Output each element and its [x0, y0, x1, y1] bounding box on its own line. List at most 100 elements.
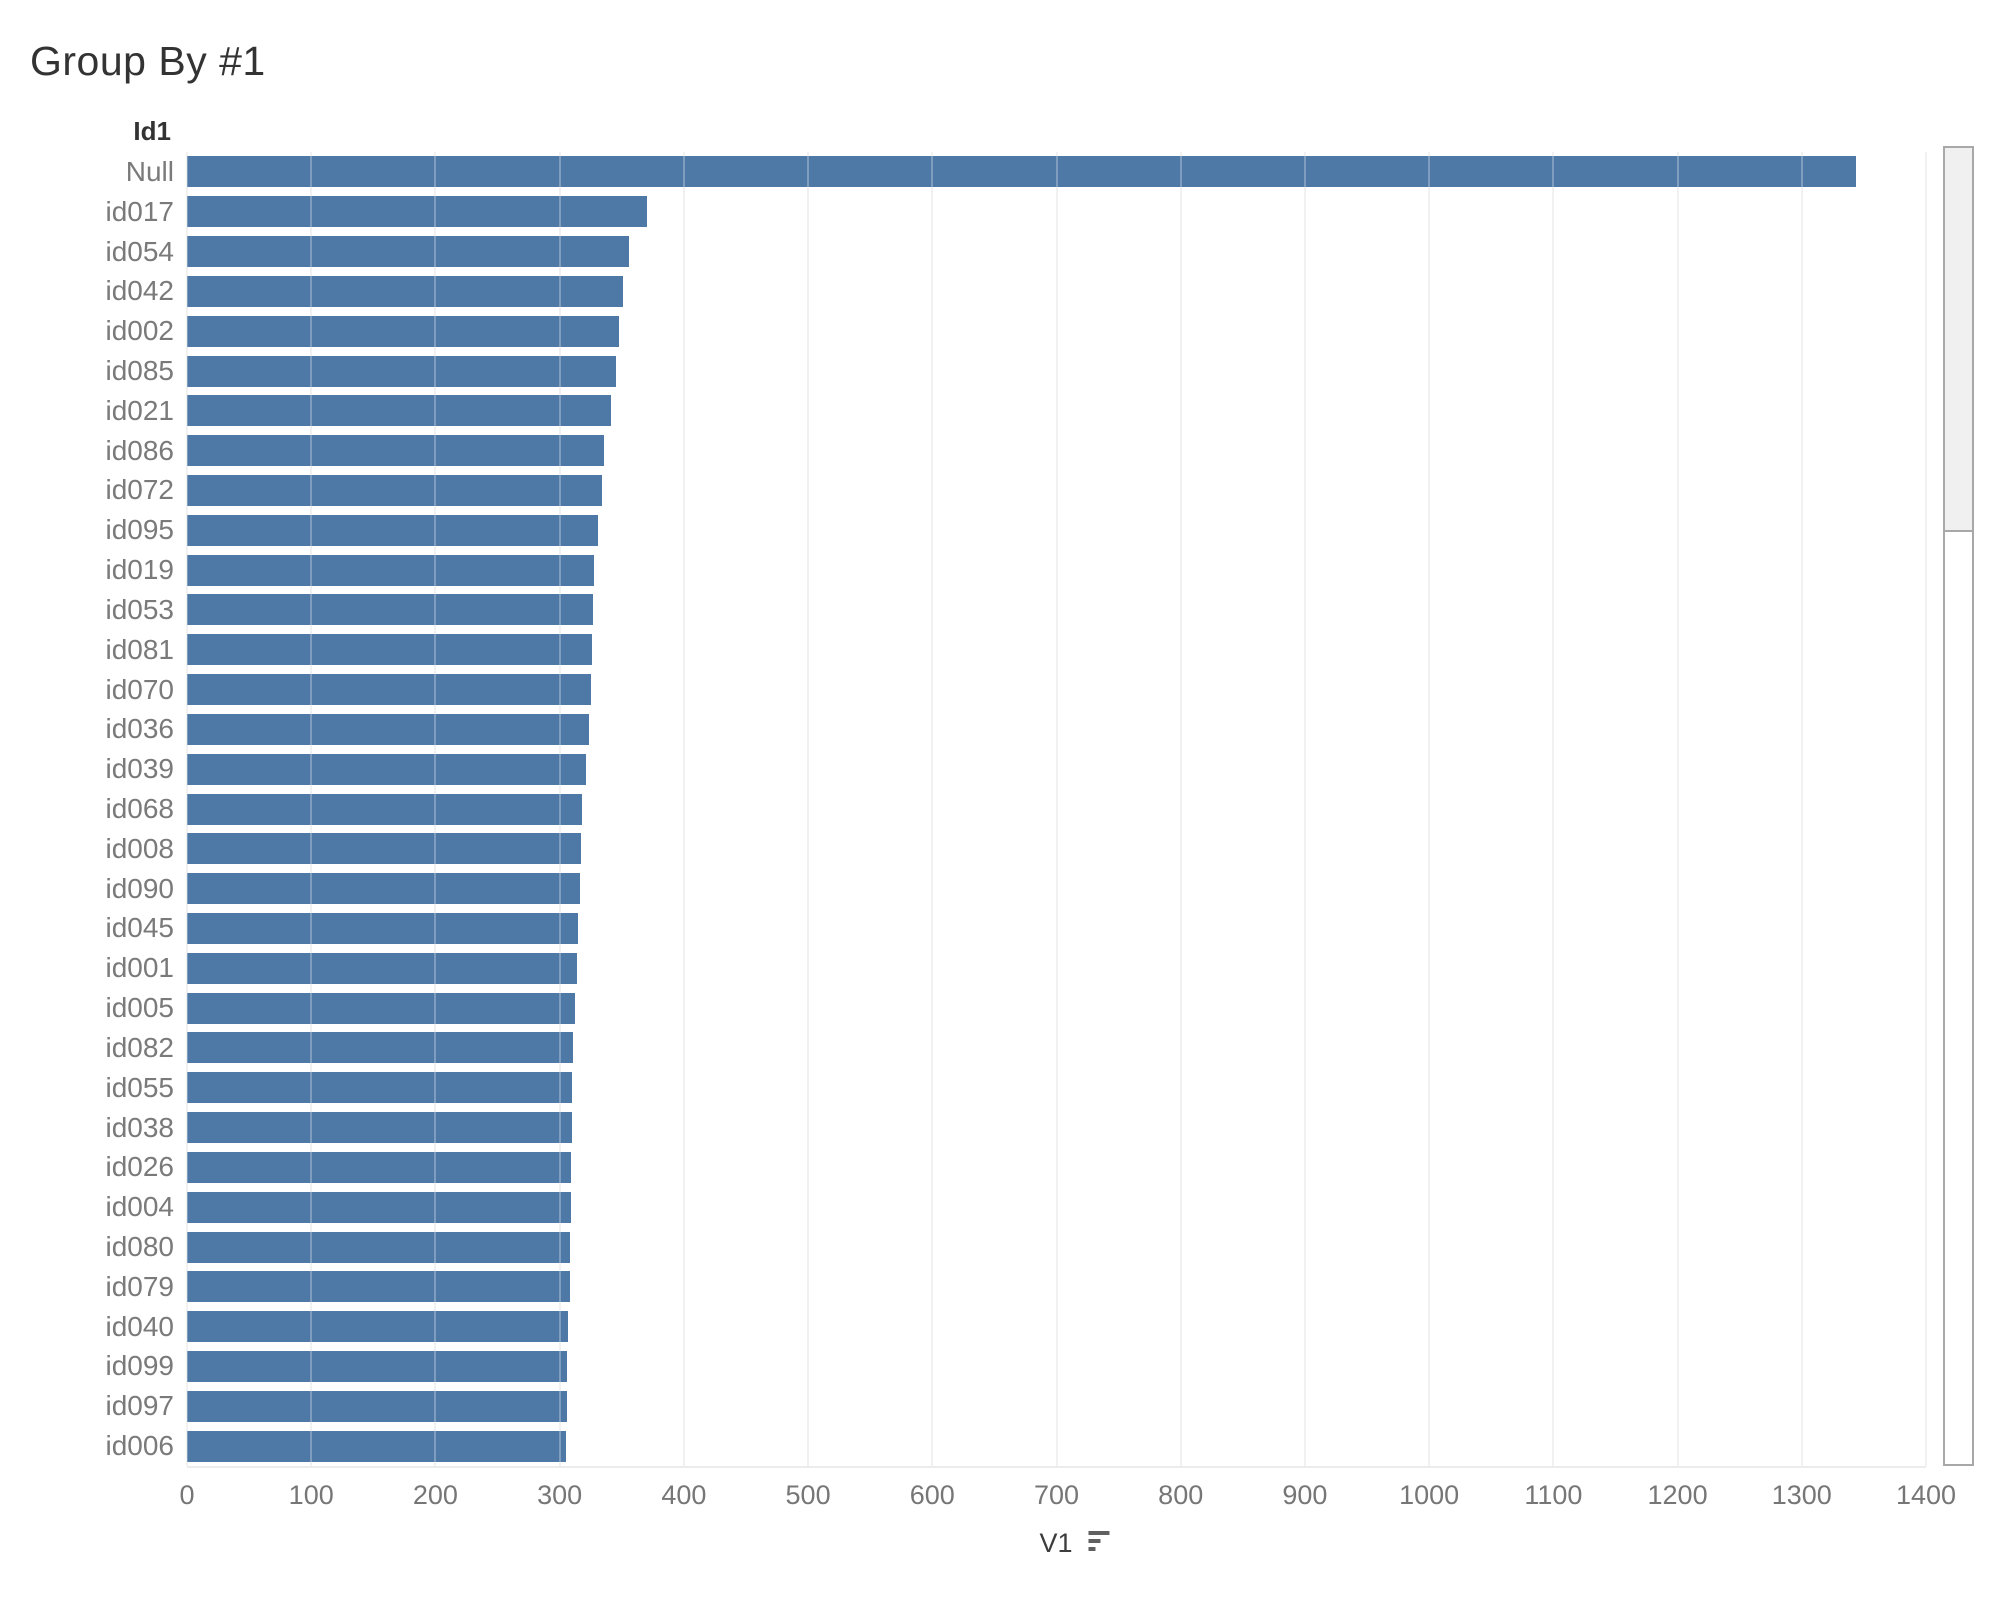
row-label-id004[interactable]: id004 — [105, 1191, 174, 1223]
x-tick-1000: 1000 — [1399, 1480, 1460, 1510]
gridline-500 — [807, 152, 810, 1466]
bar-id072[interactable] — [187, 474, 602, 506]
row-label-id026[interactable]: id026 — [105, 1151, 174, 1183]
x-tick-800: 800 — [1158, 1480, 1204, 1510]
bar-id070[interactable] — [187, 674, 591, 706]
gridline-800 — [1179, 152, 1182, 1466]
row-label-id042[interactable]: id042 — [105, 275, 174, 307]
row-label-id021[interactable]: id021 — [105, 394, 174, 426]
bar-id019[interactable] — [187, 554, 595, 586]
row-label-id085[interactable]: id085 — [105, 354, 174, 386]
bar-id039[interactable] — [187, 753, 586, 785]
row-label-id068[interactable]: id068 — [105, 792, 174, 824]
row-label-id070[interactable]: id070 — [105, 673, 174, 705]
row-label-id019[interactable]: id019 — [105, 554, 174, 586]
row-label-id095[interactable]: id095 — [105, 514, 174, 546]
row-label-id053[interactable]: id053 — [105, 593, 174, 625]
row-label-id079[interactable]: id079 — [105, 1270, 174, 1302]
bar-id097[interactable] — [187, 1390, 568, 1422]
row-label-id099[interactable]: id099 — [105, 1350, 174, 1382]
x-tick-1300: 1300 — [1771, 1480, 1832, 1510]
bar-id001[interactable] — [187, 952, 578, 984]
x-axis-title: V1 — [1039, 1528, 1110, 1559]
row-label-id045[interactable]: id045 — [105, 912, 174, 944]
bar-id068[interactable] — [187, 793, 582, 825]
x-tick-700: 700 — [1033, 1480, 1080, 1510]
row-label-id038[interactable]: id038 — [105, 1111, 174, 1143]
bar-id038[interactable] — [187, 1112, 573, 1144]
x-tick-500: 500 — [785, 1480, 831, 1510]
gridline-1000 — [1428, 152, 1431, 1466]
gridline-overlay-500 — [807, 152, 810, 1466]
vertical-scrollbar[interactable] — [1943, 146, 1974, 1466]
bar-id079[interactable] — [187, 1271, 570, 1303]
gridline-overlay-700 — [1055, 152, 1058, 1466]
row-label-id040[interactable]: id040 — [105, 1310, 174, 1342]
row-label-id005[interactable]: id005 — [105, 992, 174, 1024]
gridline-overlay-1000 — [1428, 152, 1431, 1466]
x-tick-200: 200 — [412, 1480, 458, 1510]
bar-id017[interactable] — [187, 196, 647, 228]
row-label-id086[interactable]: id086 — [105, 434, 174, 466]
x-tick-400: 400 — [661, 1480, 707, 1510]
gridline-1100 — [1552, 152, 1555, 1466]
row-label-id090[interactable]: id090 — [105, 872, 174, 904]
row-label-id097[interactable]: id097 — [105, 1390, 174, 1422]
scrollbar-thumb[interactable] — [1945, 148, 1972, 533]
bar-id021[interactable] — [187, 395, 611, 427]
gridline-400 — [682, 152, 685, 1466]
bar-id008[interactable] — [187, 833, 581, 865]
row-label-id001[interactable]: id001 — [105, 952, 174, 984]
gridline-overlay-400 — [682, 152, 685, 1466]
chart-title: Group By #1 — [30, 38, 266, 84]
row-label-id072[interactable]: id072 — [105, 474, 174, 506]
row-label-id080[interactable]: id080 — [105, 1230, 174, 1262]
gridline-overlay-300 — [558, 152, 561, 1466]
bar-id081[interactable] — [187, 634, 592, 666]
bar-id055[interactable] — [187, 1072, 573, 1104]
gridline-600 — [931, 152, 934, 1466]
row-label-id082[interactable]: id082 — [105, 1031, 174, 1063]
bar-id042[interactable] — [187, 275, 623, 307]
row-label-id002[interactable]: id002 — [105, 315, 174, 347]
bar-id099[interactable] — [187, 1350, 568, 1382]
row-label-id036[interactable]: id036 — [105, 713, 174, 745]
bar-id054[interactable] — [187, 236, 630, 268]
row-label-id055[interactable]: id055 — [105, 1071, 174, 1103]
row-label-id054[interactable]: id054 — [105, 235, 174, 267]
bar-id045[interactable] — [187, 912, 579, 944]
gridline-overlay-1400 — [1925, 152, 1927, 1466]
x-tick-100: 100 — [288, 1480, 334, 1510]
row-label-id006[interactable]: id006 — [105, 1430, 174, 1462]
gridline-700 — [1055, 152, 1058, 1466]
gridline-1200 — [1676, 152, 1679, 1466]
gridline-1300 — [1800, 152, 1803, 1466]
bar-id036[interactable] — [187, 713, 590, 745]
gridline-overlay-600 — [931, 152, 934, 1466]
bar-id095[interactable] — [187, 514, 599, 546]
bar-id080[interactable] — [187, 1231, 570, 1263]
sort-descending-icon[interactable] — [1088, 1531, 1110, 1551]
bar-id002[interactable] — [187, 315, 620, 347]
row-label-id039[interactable]: id039 — [105, 753, 174, 785]
row-label-id017[interactable]: id017 — [105, 195, 174, 227]
gridline-overlay-0 — [186, 152, 188, 1466]
bar-id005[interactable] — [187, 992, 575, 1024]
row-label-id081[interactable]: id081 — [105, 633, 174, 665]
bar-id006[interactable] — [187, 1430, 566, 1462]
row-label-id008[interactable]: id008 — [105, 832, 174, 864]
bar-id086[interactable] — [187, 435, 605, 467]
bar-id026[interactable] — [187, 1151, 571, 1183]
gridline-overlay-1300 — [1800, 152, 1803, 1466]
bar-id090[interactable] — [187, 873, 580, 905]
bar-id082[interactable] — [187, 1032, 574, 1064]
bar-id085[interactable] — [187, 355, 616, 387]
bar-id053[interactable] — [187, 594, 594, 626]
row-label-Null[interactable]: Null — [125, 155, 174, 187]
x-tick-1200: 1200 — [1647, 1480, 1708, 1510]
bar-Null[interactable] — [187, 156, 1857, 188]
x-tick-300: 300 — [537, 1480, 583, 1510]
bar-id004[interactable] — [187, 1191, 571, 1223]
bar-id040[interactable] — [187, 1311, 569, 1343]
